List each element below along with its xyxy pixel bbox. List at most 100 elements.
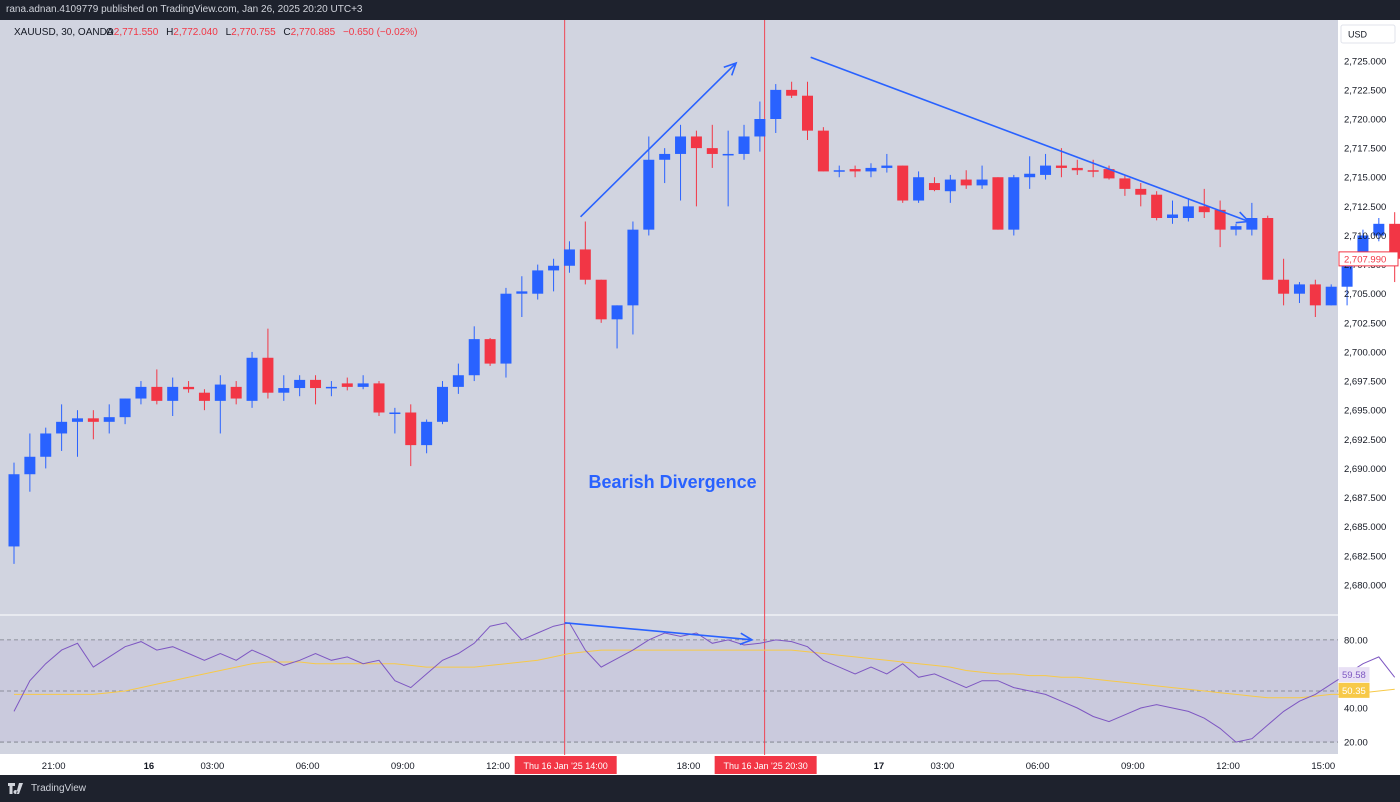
candle-body [500, 293, 512, 364]
arrow-shaft [579, 62, 737, 218]
legend-o-value: 2,771.550 [114, 27, 159, 38]
footer-bar: TradingView [0, 775, 1400, 802]
candle-body [1103, 169, 1115, 179]
candle-body [881, 165, 893, 168]
candle-body [262, 357, 274, 393]
candle-body [1119, 178, 1131, 189]
candle-body [659, 153, 671, 160]
last-price-label: 2,707.990 [1344, 254, 1386, 265]
price-axis[interactable] [1338, 20, 1400, 754]
legend-l-value: 2,770.755 [231, 27, 276, 38]
arrow-shaft [564, 622, 753, 641]
candle-body [706, 148, 718, 154]
time-tick-label: 09:00 [1121, 761, 1145, 772]
candle-body [1182, 206, 1194, 218]
candle-body [690, 136, 702, 149]
price-tick-label: 2,692.500 [1344, 435, 1386, 446]
legend-l-label: L [226, 27, 232, 38]
rsi-ma-line [14, 649, 1395, 699]
candle-body [1278, 279, 1290, 294]
candle-body [214, 384, 226, 401]
tradingview-logo[interactable]: TradingView [8, 783, 86, 794]
trend-arrow-1 [579, 61, 738, 218]
rsi-tick-label: 80.00 [1344, 635, 1368, 646]
main-pane-background [0, 20, 1338, 614]
time-axis[interactable] [0, 755, 1400, 775]
price-tick-label: 2,680.000 [1344, 580, 1386, 591]
rsi-value-label: 59.58 [1342, 670, 1366, 681]
candle-body [103, 417, 115, 422]
time-tick-label: 21:00 [42, 761, 66, 772]
price-axis-ticks: 2,680.000 2,682.500 2,685.000 2,687.500 2,69… [1338, 27, 1399, 591]
candle-body [1389, 223, 1400, 259]
candle-body [1151, 194, 1163, 218]
annotations: Bearish Divergence [564, 56, 1251, 646]
candle-body [8, 474, 20, 547]
candle-body [135, 386, 147, 399]
candle-body [310, 379, 322, 389]
price-chart[interactable]: Bearish Divergence 2,680.0002,682.5002,6… [0, 20, 1400, 775]
candle-body [1230, 226, 1242, 230]
time-tick-label: 03:00 [931, 761, 955, 772]
candle-body [1008, 177, 1020, 230]
price-tick-label: 2,702.500 [1344, 318, 1386, 329]
candle-body [294, 379, 306, 389]
candle-body [627, 229, 639, 306]
candle-body [357, 383, 369, 387]
publish-header: rana.adnan.4109779 published on TradingV… [0, 0, 1400, 20]
time-tick-label: 03:00 [200, 761, 224, 772]
candle-body [71, 418, 83, 422]
rsi-value-badge [1338, 667, 1370, 683]
candle-body [230, 386, 242, 399]
price-tick-label: 2,710.000 [1344, 231, 1386, 242]
candle-body [452, 375, 464, 387]
candle-body [246, 357, 258, 401]
legend-change: −0.650 (−0.02%) [343, 27, 418, 38]
time-tick-label: 12:00 [486, 761, 510, 772]
trend-arrow-2 [810, 56, 1251, 224]
legend-symbol: XAUUSD, 30, OANDA [14, 27, 114, 38]
candles [8, 81, 1400, 564]
price-tick-label: 2,687.500 [1344, 493, 1386, 504]
candle-body [56, 421, 68, 434]
price-tick-label: 2,722.500 [1344, 85, 1386, 96]
time-tick-label: 12:00 [1216, 761, 1240, 772]
price-tick-label: 2,700.000 [1344, 347, 1386, 358]
price-tick-label: 2,725.000 [1344, 56, 1386, 67]
candle-body [421, 421, 433, 446]
candle-body [770, 89, 782, 119]
candle-body [611, 305, 623, 320]
price-tick-label: 2,720.000 [1344, 115, 1386, 126]
candle-body [119, 398, 131, 418]
candle-body [928, 183, 940, 191]
last-price-badge [1338, 251, 1399, 267]
candle-body [976, 179, 988, 186]
publish-info: rana.adnan.4109779 published on TradingV… [6, 4, 363, 15]
candle-body [897, 165, 909, 201]
event-time-badge [514, 756, 617, 774]
candle-body [1071, 167, 1083, 171]
tradingview-logo-icon [8, 783, 23, 794]
time-tick-label: 16 [144, 761, 155, 772]
candle-body [1198, 206, 1210, 213]
candle-body [833, 170, 845, 172]
candle-body [151, 386, 163, 401]
candle-body [1167, 214, 1179, 218]
candle-body [341, 383, 353, 387]
rsi-ma-value-badge [1338, 682, 1370, 698]
candle-body [548, 265, 560, 271]
candle-body [405, 412, 417, 446]
candle-body [87, 418, 99, 422]
currency-selector[interactable]: USD [1340, 24, 1396, 44]
candle-body [722, 153, 734, 156]
divergence-label: Bearish Divergence [589, 472, 757, 492]
candle-body [325, 386, 337, 389]
candle-body [183, 386, 195, 390]
candle-body [1246, 218, 1258, 230]
candle-body [24, 456, 36, 475]
candle-body [1357, 235, 1369, 257]
price-tick-label: 2,690.000 [1344, 464, 1386, 475]
legend-h-value: 2,772.040 [173, 27, 218, 38]
symbol-legend[interactable]: XAUUSD, 30, OANDA O2,771.550 H2,772.040 … [14, 27, 417, 38]
arrow-head [739, 632, 754, 646]
